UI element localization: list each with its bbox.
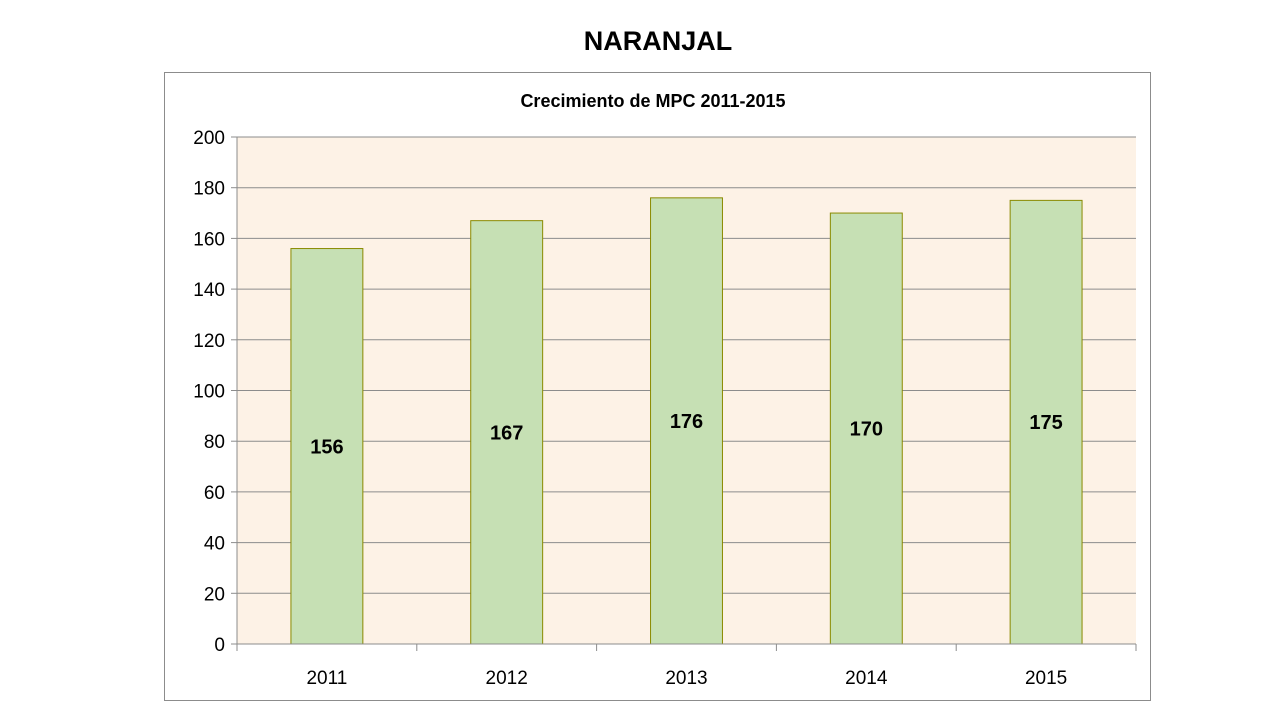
data-label: 176: [670, 411, 703, 433]
bar: [650, 197, 723, 645]
x-tick-label: 2012: [486, 668, 528, 689]
y-tick-label: 140: [193, 280, 225, 301]
data-label: 156: [310, 436, 343, 458]
data-labels: 156 167 176 170 175: [310, 411, 1063, 458]
axes: 0 20 40 60 80 100 120 140 160 180 200 2011 2012 2013 2…: [193, 128, 1137, 689]
x-tick-label: 2015: [1025, 668, 1067, 689]
y-tick-label: 160: [193, 229, 225, 250]
chart-frame: Crecimiento de MPC 2011-2015 0 20 40 60 80 10…: [164, 72, 1151, 701]
chart-title: Crecimiento de MPC 2011-2015: [520, 91, 785, 111]
y-tick-label: 100: [193, 382, 225, 403]
slide-title: NARANJAL: [583, 26, 733, 56]
x-tick-label: 2014: [845, 668, 888, 689]
bar: [290, 248, 364, 645]
data-label: 175: [1029, 412, 1062, 434]
y-tick-label: 200: [193, 128, 225, 149]
x-tick-label: 2011: [306, 668, 347, 689]
y-tick-label: 180: [193, 179, 225, 200]
y-tick-label: 120: [193, 331, 225, 352]
y-tick-label: 60: [204, 483, 225, 504]
bars: [290, 197, 1083, 645]
data-label: 167: [490, 422, 523, 444]
bar: [829, 212, 903, 645]
y-tick-label: 20: [204, 584, 225, 605]
y-tick-label: 0: [214, 635, 225, 656]
data-label: 170: [850, 419, 883, 441]
x-tick-label: 2013: [665, 668, 707, 689]
y-tick-label: 80: [204, 432, 225, 453]
y-tick-label: 40: [204, 534, 225, 555]
bar: [1009, 199, 1083, 645]
bar-chart: Crecimiento de MPC 2011-2015 0 20 40 60 80 10…: [193, 91, 1137, 689]
bar: [470, 220, 544, 645]
